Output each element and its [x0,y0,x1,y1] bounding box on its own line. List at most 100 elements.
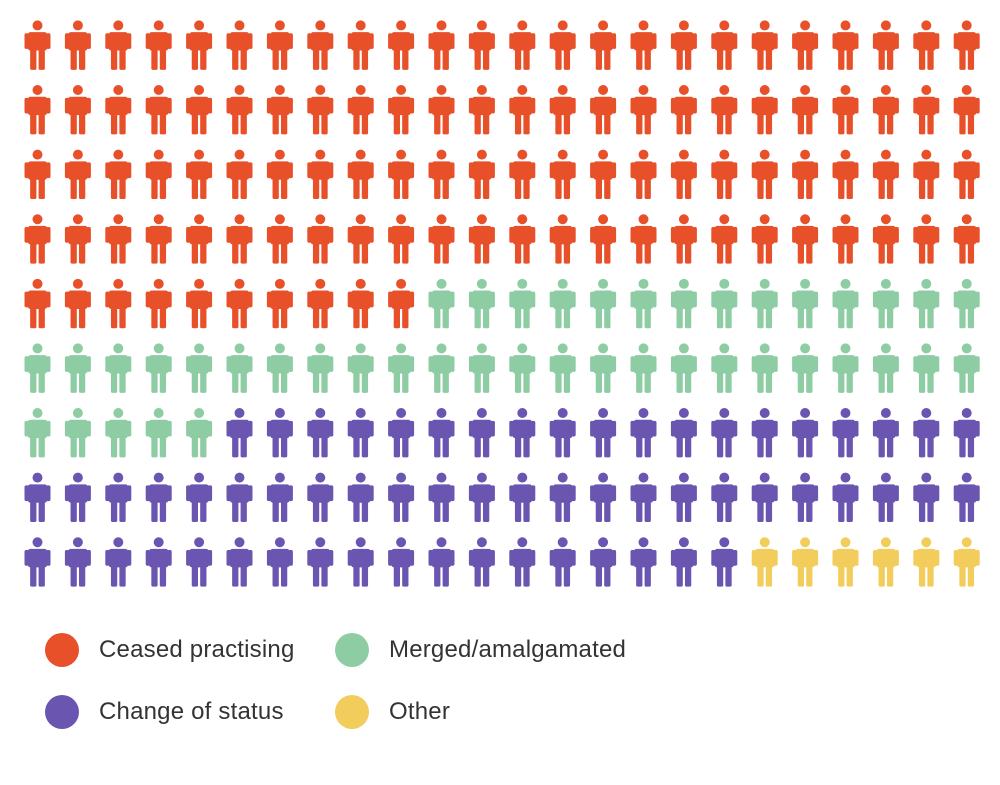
person-icon [266,343,293,393]
person-icon [388,343,415,393]
person-icon [307,149,334,200]
person-icon [590,472,617,523]
person-icon [832,85,859,135]
person-icon [388,149,415,200]
person-icon [953,214,980,264]
person-icon [953,20,980,70]
person-icon [145,537,172,587]
person-icon [630,85,657,135]
person-icon [670,343,697,393]
person-icon [670,214,697,264]
person-icon [105,472,132,523]
person-icon [347,472,374,523]
person-icon [872,343,899,393]
person-icon [105,149,132,200]
person-icon [832,278,859,329]
person-icon [24,20,51,70]
person-icon [630,472,657,523]
legend-swatch-change-of-status [45,695,79,729]
person-icon [428,278,455,329]
legend-label-other: Other [389,698,451,725]
person-icon [186,149,213,200]
person-icon [428,537,455,587]
person-icon [549,214,576,264]
person-icon [186,472,213,523]
person-icon [751,214,778,264]
person-icon [347,214,374,264]
person-icon [307,85,334,135]
person-icon [145,472,172,523]
legend-label-ceased-practising: Ceased practising [99,636,295,663]
person-icon [630,343,657,393]
person-icon [832,343,859,393]
person-icon [307,278,334,329]
person-icon [388,85,415,135]
person-icon [913,472,940,523]
legend-swatch-merged-amalgamated [335,633,369,667]
person-icon [751,408,778,458]
person-icon [549,149,576,200]
person-icon [711,278,738,329]
person-icon [509,20,536,70]
person-icon [145,408,172,458]
person-icon [751,472,778,523]
person-icon [266,472,293,523]
person-icon [711,85,738,135]
person-icon [872,85,899,135]
person-icon [549,343,576,393]
person-icon [630,278,657,329]
person-icon [792,85,819,135]
person-icon [468,149,495,200]
person-icon [630,214,657,264]
person-icon [792,408,819,458]
person-icon [549,472,576,523]
person-icon [872,214,899,264]
person-icon [64,343,91,393]
person-icon [590,20,617,70]
person-icon [590,214,617,264]
person-icon [509,149,536,200]
person-icon [388,472,415,523]
person-icon [872,149,899,200]
person-icon [388,278,415,329]
person-icon [953,278,980,329]
person-icon [24,278,51,329]
person-icon [751,20,778,70]
person-icon [509,214,536,264]
person-icon [872,408,899,458]
person-icon [266,149,293,200]
person-icon [64,214,91,264]
person-icon [307,20,334,70]
person-icon [186,537,213,587]
person-icon [307,472,334,523]
person-icon [468,214,495,264]
person-icon [428,343,455,393]
person-icon [590,85,617,135]
person-icon [751,537,778,587]
person-icon [913,343,940,393]
person-icon [549,408,576,458]
person-icon [226,408,253,458]
person-icon [388,537,415,587]
person-icon [24,537,51,587]
person-icon [953,537,980,587]
person-icon [186,214,213,264]
person-icon [64,278,91,329]
legend-item-change-of-status: Change of status [45,692,284,732]
person-icon [590,537,617,587]
person-icon [832,20,859,70]
person-icon [468,408,495,458]
person-icon [145,343,172,393]
person-icon [266,537,293,587]
person-icon [64,149,91,200]
person-icon [307,537,334,587]
person-icon [105,85,132,135]
person-icon [549,85,576,135]
person-icon [24,472,51,523]
person-icon [711,149,738,200]
person-icon [670,537,697,587]
person-icon [792,472,819,523]
person-icon [711,214,738,264]
person-icon [266,85,293,135]
person-icon [388,20,415,70]
